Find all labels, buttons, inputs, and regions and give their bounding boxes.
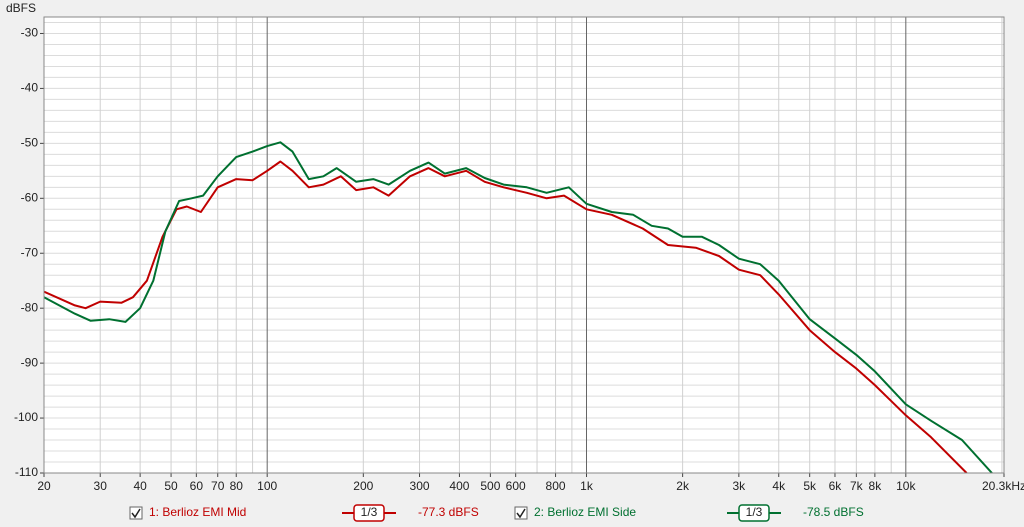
x-tick-label: 3k xyxy=(733,479,747,493)
x-tick-label: 300 xyxy=(410,479,430,493)
smoothing-label: 1/3 xyxy=(746,505,763,519)
x-tick-label: 400 xyxy=(449,479,469,493)
x-tick-label: 60 xyxy=(190,479,204,493)
x-tick-label: 6k xyxy=(829,479,843,493)
smoothing-box xyxy=(738,504,770,522)
plot-area xyxy=(44,17,1004,473)
x-tick-label: 5k xyxy=(803,479,817,493)
y-tick-label: -80 xyxy=(21,300,39,314)
lines xyxy=(44,141,993,473)
x-tick-label: 500 xyxy=(480,479,500,493)
x-tick-label: 70 xyxy=(211,479,225,493)
y-axis-label: dBFS xyxy=(6,1,36,15)
grid xyxy=(40,17,1005,477)
x-tick-label: 600 xyxy=(506,479,526,493)
x-tick-label: 20.3kHz xyxy=(982,479,1024,493)
x-tick-label: 7k xyxy=(850,479,864,493)
checkbox[interactable] xyxy=(129,506,143,520)
checkbox[interactable] xyxy=(514,506,528,520)
legend-label: 1: Berlioz EMI Mid xyxy=(149,505,246,519)
y-tick-label: -50 xyxy=(21,136,39,150)
x-tick-label: 30 xyxy=(94,479,108,493)
legend-label: 2: Berlioz EMI Side xyxy=(534,505,636,519)
x-tick-label: 800 xyxy=(546,479,566,493)
plot-border xyxy=(43,16,1005,474)
checkmark xyxy=(516,508,526,519)
x-tick-label: 80 xyxy=(230,479,244,493)
y-tick-label: -100 xyxy=(14,410,38,424)
legend: 1: Berlioz EMI Mid 1/3 -77.3 dBFS 2: Berlio… xyxy=(129,504,864,522)
x-tick-label: 50 xyxy=(164,479,178,493)
checkmark xyxy=(131,508,141,519)
y-tick-label: -40 xyxy=(21,81,39,95)
smoothing-label: 1/3 xyxy=(361,505,378,519)
smoothing-box xyxy=(353,504,385,522)
x-tick-label: 200 xyxy=(353,479,373,493)
y-tick-label: -60 xyxy=(21,190,39,204)
x-tick-label: 4k xyxy=(772,479,786,493)
level-label: -78.5 dBFS xyxy=(803,505,864,519)
x-tick-label: 20 xyxy=(37,479,51,493)
y-tick-label: -110 xyxy=(15,465,38,479)
y-tick-label: -70 xyxy=(21,245,39,259)
y-tick-label: -30 xyxy=(21,26,39,40)
level-label: -77.3 dBFS xyxy=(418,505,479,519)
x-tick-label: 2k xyxy=(676,479,690,493)
x-tick-label: 100 xyxy=(257,479,277,493)
x-tick-label: 40 xyxy=(133,479,147,493)
x-tick-label: 1k xyxy=(580,479,594,493)
x-tick-label: 10k xyxy=(896,479,916,493)
x-tick-label: 8k xyxy=(869,479,883,493)
series-line xyxy=(44,141,993,473)
y-tick-label: -90 xyxy=(21,355,39,369)
